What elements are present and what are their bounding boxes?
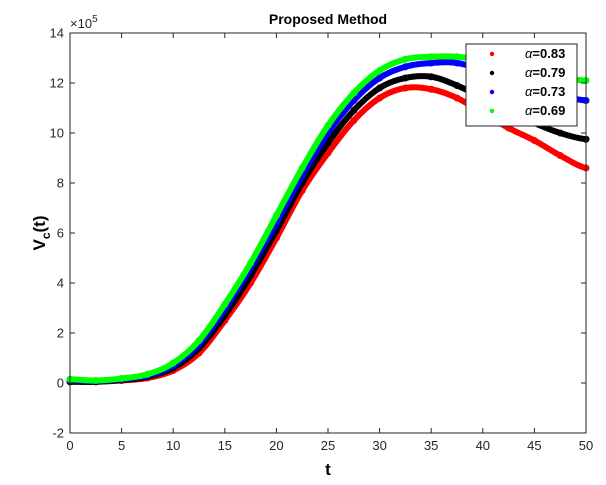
data-point <box>453 59 461 67</box>
data-point <box>453 53 461 61</box>
x-tick-label: 10 <box>166 438 180 453</box>
data-point <box>427 85 435 93</box>
data-point <box>401 63 409 71</box>
exponent-base: ×10 <box>70 16 92 31</box>
data-point <box>247 259 255 267</box>
y-tick-label: 0 <box>57 376 64 391</box>
legend-marker <box>489 89 495 95</box>
data-point <box>324 139 332 147</box>
y-axis-title-main: V <box>30 239 49 251</box>
data-point <box>272 212 280 219</box>
data-point <box>350 89 358 97</box>
data-point <box>453 82 461 89</box>
data-point <box>376 74 384 82</box>
data-point <box>427 73 435 81</box>
data-point <box>556 129 564 137</box>
x-tick-label: 35 <box>424 438 438 453</box>
y-tick-label: 12 <box>50 76 64 91</box>
data-point <box>530 137 538 144</box>
data-point <box>401 84 409 92</box>
y-tick-label: -2 <box>52 426 64 441</box>
data-point <box>376 84 384 92</box>
x-tick-label: 25 <box>321 438 335 453</box>
y-tick-label: 4 <box>57 276 64 291</box>
data-point <box>221 300 229 308</box>
data-point <box>92 377 100 384</box>
y-tick-label: 14 <box>50 26 64 41</box>
data-point <box>427 53 435 61</box>
data-point <box>401 74 409 82</box>
data-point <box>143 370 151 378</box>
data-point <box>376 67 384 74</box>
x-axis-ticks: 0 5 10 15 20 25 30 35 40 45 50 <box>66 33 593 453</box>
legend-label-greek: α <box>525 65 533 80</box>
legend-label-greek: α <box>525 84 533 99</box>
data-point <box>118 375 126 382</box>
x-tick-label: 5 <box>118 438 125 453</box>
data-point <box>401 55 409 63</box>
x-tick-label: 15 <box>218 438 232 453</box>
y-axis-title-tail: (t) <box>30 215 49 232</box>
x-tick-label: 20 <box>269 438 283 453</box>
y-tick-label: 2 <box>57 326 64 341</box>
data-point <box>376 94 384 102</box>
legend-label: α=0.79 <box>525 65 565 80</box>
legend-box <box>465 43 578 127</box>
y-axis-title: Vc(t) <box>30 215 53 250</box>
legend-label-greek: α <box>525 46 533 61</box>
legend-label: α=0.73 <box>525 84 565 99</box>
legend-label-value: =0.83 <box>532 46 565 61</box>
y-tick-label: 8 <box>57 176 64 191</box>
legend-marker <box>489 108 495 114</box>
legend-marker <box>489 70 495 76</box>
legend-label-value: =0.69 <box>532 103 565 118</box>
x-tick-label: 50 <box>579 438 593 453</box>
legend-marker <box>489 51 495 57</box>
y-axis-ticks: -2 0 2 4 6 8 10 12 14 <box>50 26 586 441</box>
legend-label: α=0.83 <box>525 46 565 61</box>
chart-title: Proposed Method <box>269 11 387 27</box>
y-tick-label: 10 <box>50 126 64 141</box>
exponent-power: 5 <box>92 14 98 25</box>
x-tick-label: 40 <box>476 438 490 453</box>
legend-label-value: =0.73 <box>532 84 565 99</box>
legend-entries: α=0.83α=0.79α=0.73α=0.69 <box>489 46 565 118</box>
data-point <box>556 152 564 159</box>
data-point <box>195 337 203 344</box>
y-axis-title-subscript: c <box>39 232 53 239</box>
data-point <box>169 359 177 367</box>
data-point <box>427 59 435 67</box>
x-axis-title: t <box>325 460 331 479</box>
legend: α=0.83α=0.79α=0.73α=0.69 <box>465 43 578 127</box>
data-point <box>350 107 358 114</box>
data-point <box>324 122 332 129</box>
x-tick-label: 45 <box>527 438 541 453</box>
y-tick-label: 6 <box>57 226 64 241</box>
legend-label: α=0.69 <box>525 103 565 118</box>
x-tick-label: 0 <box>66 438 73 453</box>
legend-label-greek: α <box>525 103 533 118</box>
data-point <box>324 149 332 157</box>
legend-label-value: =0.79 <box>532 65 565 80</box>
data-point <box>298 164 306 172</box>
x-tick-label: 30 <box>372 438 386 453</box>
data-point <box>350 117 358 124</box>
y-exponent-label: ×105 <box>70 14 98 31</box>
data-point <box>453 94 461 102</box>
